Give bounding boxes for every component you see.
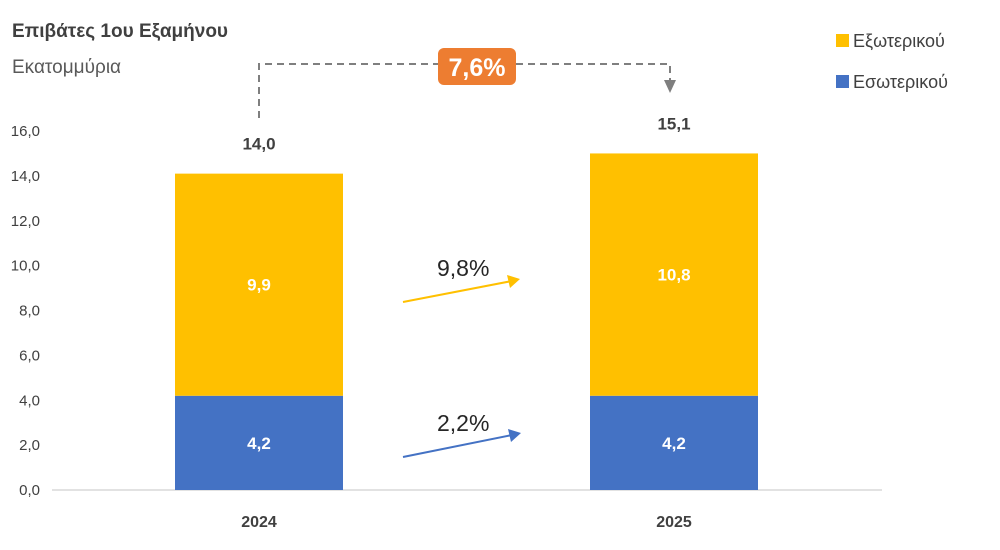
y-tick-label: 16,0 bbox=[11, 123, 40, 140]
data-label-domestic-2025: 4,2 bbox=[662, 434, 686, 453]
foreign-growth-arrow bbox=[402, 280, 513, 303]
y-tick-label: 12,0 bbox=[11, 213, 40, 230]
domestic-growth-arrowhead bbox=[508, 429, 521, 442]
bar-segment-domestic-2024 bbox=[175, 395, 343, 490]
domestic-growth-label: 2,2% bbox=[437, 410, 489, 436]
bar-segment-foreign-2025 bbox=[590, 153, 758, 396]
domestic-growth-arrow bbox=[402, 434, 513, 458]
total-growth-arrowhead bbox=[664, 80, 676, 93]
foreign-growth-arrowhead bbox=[507, 275, 520, 288]
data-label-foreign-2024: 9,9 bbox=[247, 276, 271, 295]
legend-label-foreign: Εξωτερικού bbox=[853, 31, 945, 51]
data-label-domestic-2024: 4,2 bbox=[247, 434, 271, 453]
y-tick-label: 4,0 bbox=[19, 392, 40, 409]
bar-segment-domestic-2025 bbox=[590, 395, 758, 490]
legend-swatch-domestic bbox=[836, 75, 849, 88]
legend-label-domestic: Εσωτερικού bbox=[853, 72, 948, 92]
bar-segment-foreign-2024 bbox=[175, 173, 343, 396]
data-label-foreign-2025: 10,8 bbox=[657, 266, 690, 285]
y-tick-label: 10,0 bbox=[11, 258, 40, 275]
total-label-2025: 15,1 bbox=[657, 114, 690, 133]
bars-group: 4,2 9,9 14,0 4,2 10,8 15,1 bbox=[175, 114, 758, 490]
total-label-2024: 14,0 bbox=[242, 135, 275, 154]
chart-subtitle: Εκατομμύρια bbox=[12, 57, 121, 78]
y-tick-label: 0,0 bbox=[19, 482, 40, 499]
x-axis-category-labels: 2024 2025 bbox=[241, 514, 692, 531]
legend: Εξωτερικού Εσωτερικού bbox=[836, 31, 948, 92]
chart-title: Επιβάτες 1ου Εξαμήνου bbox=[12, 21, 228, 42]
total-growth-bracket bbox=[258, 63, 671, 118]
legend-swatch-foreign bbox=[836, 34, 849, 47]
y-tick-label: 14,0 bbox=[11, 168, 40, 185]
total-growth-badge bbox=[438, 48, 516, 85]
y-tick-label: 8,0 bbox=[19, 303, 40, 320]
y-tick-label: 6,0 bbox=[19, 347, 40, 364]
x-tick-label-2025: 2025 bbox=[656, 514, 692, 531]
foreign-growth-label: 9,8% bbox=[437, 255, 489, 281]
y-tick-label: 2,0 bbox=[19, 437, 40, 454]
total-growth-label: 7,6% bbox=[449, 54, 506, 82]
y-axis-tick-labels: 0,0 2,0 4,0 6,0 8,0 10,0 12,0 14,0 16,0 bbox=[11, 123, 40, 499]
chart-title-main: Επιβάτες 1ου Εξαμήνου bbox=[12, 21, 228, 42]
x-tick-label-2024: 2024 bbox=[241, 514, 277, 531]
